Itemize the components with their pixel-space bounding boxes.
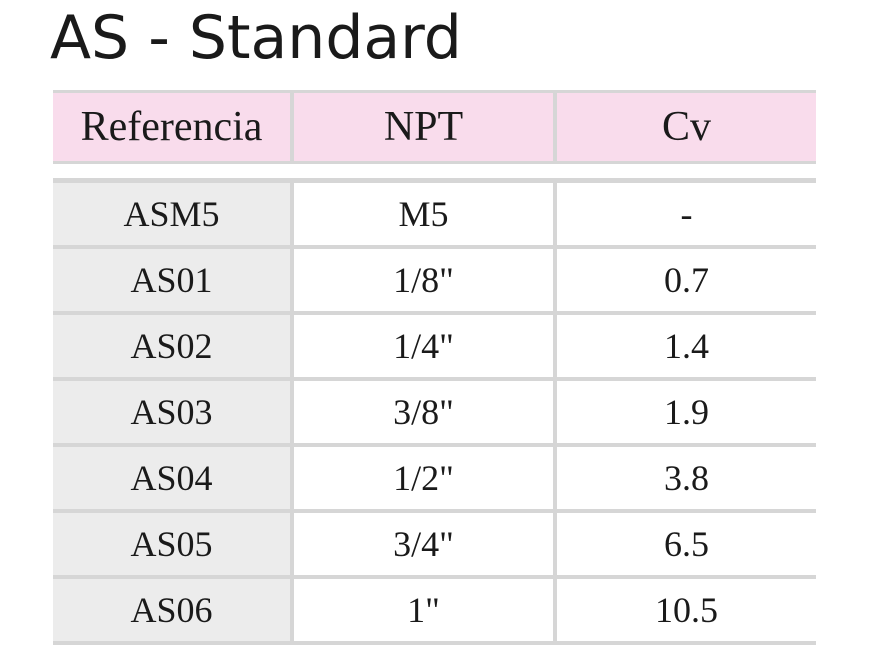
table-row: AS03 3/8" 1.9 (53, 381, 816, 447)
header-spacer (53, 164, 816, 178)
cell-referencia: ASM5 (53, 183, 294, 245)
table-header: Referencia NPT Cv (53, 90, 816, 164)
table-row: AS06 1" 10.5 (53, 579, 816, 645)
header-npt: NPT (294, 93, 557, 161)
cell-cv: 1.9 (557, 381, 816, 443)
cell-npt: M5 (294, 183, 557, 245)
page-title: AS - Standard (50, 3, 462, 73)
cell-cv: 0.7 (557, 249, 816, 311)
cell-cv: - (557, 183, 816, 245)
table-body: ASM5 M5 - AS01 1/8" 0.7 AS02 1/4" 1.4 AS… (53, 178, 816, 645)
header-cv: Cv (661, 104, 711, 150)
cell-npt: 1/4" (294, 315, 557, 377)
cell-npt: 1/8" (294, 249, 557, 311)
cell-cv: 1.4 (557, 315, 816, 377)
table-row: AS05 3/4" 6.5 (53, 513, 816, 579)
cell-referencia: AS03 (53, 381, 294, 443)
cell-cv: 3.8 (557, 447, 816, 509)
spec-table: Referencia NPT Cv ASM5 M5 - AS01 1/8" 0.… (53, 90, 816, 645)
cell-referencia: AS04 (53, 447, 294, 509)
cell-referencia: AS06 (53, 579, 294, 641)
header-referencia: Referencia (53, 93, 294, 161)
cell-npt: 1/2" (294, 447, 557, 509)
cell-referencia: AS05 (53, 513, 294, 575)
cell-npt: 3/8" (294, 381, 557, 443)
table-row: AS01 1/8" 0.7 (53, 249, 816, 315)
cell-npt: 3/4" (294, 513, 557, 575)
cell-cv: 10.5 (557, 579, 816, 641)
cell-referencia: AS01 (53, 249, 294, 311)
cell-cv: 6.5 (557, 513, 816, 575)
table-row: AS02 1/4" 1.4 (53, 315, 816, 381)
cell-npt: 1" (294, 579, 557, 641)
table-row: AS04 1/2" 3.8 (53, 447, 816, 513)
cell-referencia: AS02 (53, 315, 294, 377)
table-row: ASM5 M5 - (53, 183, 816, 249)
